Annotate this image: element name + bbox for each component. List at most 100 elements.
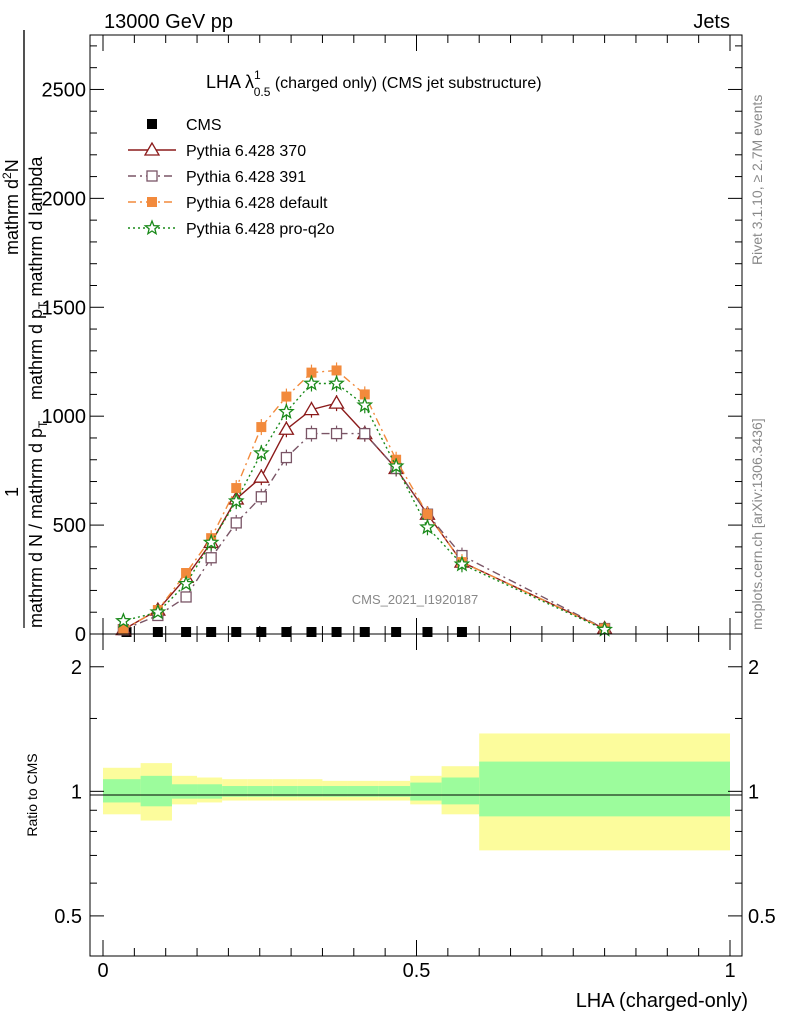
y-tick-label: 1000	[42, 406, 87, 428]
data-point	[227, 492, 245, 509]
y-tick-label: 1500	[42, 297, 87, 319]
ratio-inner-band	[197, 784, 223, 799]
ratio-y-tick-label-left: 1	[71, 781, 82, 803]
analysis-watermark: CMS_2021_I1920187	[352, 592, 479, 607]
data-point	[206, 627, 217, 637]
ratio-y-tick-label-left: 2	[71, 657, 82, 679]
legend-marker	[143, 141, 161, 156]
header-right: Jets	[693, 11, 730, 33]
y-label-frac-num-sup: 2	[0, 172, 14, 179]
legend-label: Pythia 6.428 370	[186, 143, 306, 160]
main-y-label: 1 mathrm d N / mathrm d pT mathrm d2N ma…	[0, 30, 50, 628]
y-tick-label: 500	[53, 515, 86, 537]
ratio-y-tick-label-right: 2	[748, 657, 759, 679]
data-point	[305, 427, 318, 440]
data-point	[330, 427, 343, 440]
rivet-label: Rivet 3.1.10, ≥ 2.7M events	[749, 95, 765, 265]
data-point	[419, 518, 436, 535]
y-label-frac-num: mathrm d2N	[0, 159, 22, 255]
data-point	[359, 389, 370, 400]
data-point	[303, 401, 320, 416]
data-point	[280, 451, 293, 464]
data-point	[391, 627, 402, 637]
data-point	[118, 624, 129, 635]
y-tick-label: 2000	[42, 188, 87, 210]
ratio-y-label: Ratio to CMS	[24, 753, 40, 836]
data-point	[596, 620, 613, 637]
legend: CMS Pythia 6.428 370 Pythia 6.428 391 Pythi…	[128, 117, 335, 238]
y-label-frac-den: mathrm d pT mathrm d lambda	[26, 156, 50, 400]
ratio-axes: 0 0.5 1 0.5 0.5 1 1 2 2	[54, 634, 776, 982]
plot-title-main: LHA λ	[206, 72, 254, 92]
y-label-frac-den-rest: mathrm d lambda	[26, 156, 46, 302]
legend-label: Pythia 6.428 default	[186, 195, 328, 212]
data-point	[230, 517, 242, 529]
ratio-inner-band	[378, 786, 411, 797]
main-x-axis	[102, 35, 731, 634]
data-point	[331, 365, 342, 376]
data-point	[456, 627, 467, 637]
data-point	[231, 627, 242, 637]
y-label-den-sub: T	[36, 420, 50, 428]
ratio-inner-band	[171, 784, 198, 799]
data-point	[331, 627, 342, 637]
data-point	[252, 444, 270, 461]
y-label-one: 1	[2, 487, 22, 497]
data-point	[387, 457, 405, 474]
ratio-inner-band	[272, 786, 298, 797]
ratio-plot: 0 0.5 1 0.5 0.5 1 1 2 2 Ratio to CMS LHA (charge…	[24, 633, 776, 1012]
legend-marker	[146, 170, 158, 182]
main-series	[115, 362, 613, 637]
data-point	[422, 509, 433, 520]
y-label-frac-den-sub: T	[36, 301, 50, 309]
data-point	[453, 555, 471, 572]
data-point	[253, 468, 270, 483]
legend-marker	[147, 197, 157, 207]
data-point	[181, 627, 192, 637]
legend-marker	[143, 219, 161, 236]
legend-label: Pythia 6.428 391	[186, 169, 306, 186]
main-y-axis: 0 500 1000 1500 2000 2500	[42, 45, 742, 646]
data-point	[278, 420, 295, 435]
x-tick-label: 0	[97, 960, 108, 982]
data-point	[359, 627, 370, 637]
plot-title-rest: (charged only) (CMS jet substructure)	[270, 75, 541, 92]
plot-title: LHA λ1 0.5 (charged only) (CMS jet substr…	[206, 68, 542, 99]
y-label-frac-num-text: mathrm d	[2, 179, 22, 255]
data-point	[422, 627, 433, 637]
series-line	[123, 432, 605, 631]
ratio-inner-band	[140, 775, 172, 807]
x-tick-label: 0.5	[403, 960, 431, 982]
y-tick-label: 0	[75, 624, 86, 646]
ratio-y-tick-label-right: 1	[748, 781, 759, 803]
data-point	[115, 612, 132, 629]
data-point	[149, 603, 167, 620]
legend-label: Pythia 6.428 pro-q2o	[186, 221, 335, 238]
data-point	[359, 427, 371, 440]
y-label-frac-num-rest: N	[2, 159, 22, 172]
ratio-inner-band	[441, 777, 480, 805]
data-point	[202, 533, 220, 550]
x-tick-label: 1	[724, 960, 735, 982]
data-point	[177, 575, 195, 592]
plot-title-sub: 0.5	[254, 85, 271, 99]
ratio-bands	[103, 733, 730, 851]
ratio-inner-band	[222, 786, 248, 797]
series-0	[121, 627, 467, 637]
y-label-frac-den-text: mathrm d p	[26, 309, 46, 400]
x-axis-label: LHA (charged-only)	[576, 990, 748, 1012]
legend-marker	[147, 119, 157, 129]
data-point	[256, 422, 267, 433]
y-label-den-text: mathrm d N / mathrm d p	[26, 428, 46, 628]
ratio-inner-band	[297, 786, 323, 797]
data-point	[328, 374, 345, 391]
data-point	[180, 591, 192, 603]
ratio-inner-band	[103, 779, 141, 803]
data-point	[256, 627, 267, 637]
data-point	[303, 374, 320, 391]
y-label-den: mathrm d N / mathrm d pT	[26, 420, 50, 628]
data-point	[152, 627, 163, 637]
ratio-inner-band	[322, 786, 348, 797]
data-point	[328, 394, 345, 409]
